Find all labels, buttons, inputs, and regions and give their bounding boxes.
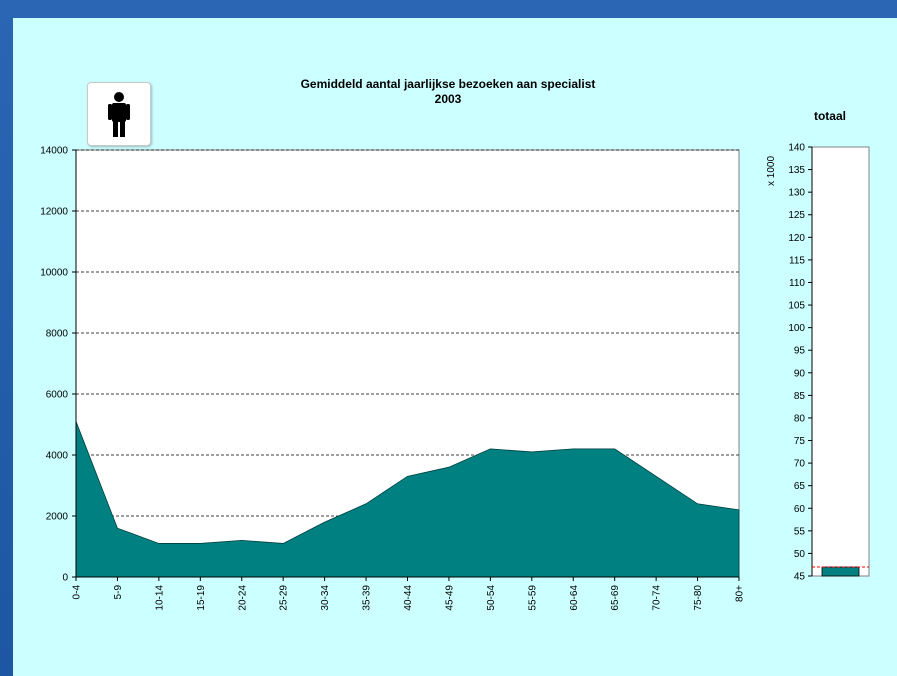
total-y-tick-label: 105 bbox=[788, 301, 805, 312]
x-tick-label: 55-59 bbox=[527, 585, 538, 611]
y-tick-label: 10000 bbox=[40, 268, 68, 279]
x-tick-label: 40-44 bbox=[403, 585, 414, 611]
total-y-tick-label: 125 bbox=[788, 210, 805, 221]
total-y-tick-label: 130 bbox=[788, 188, 805, 199]
x-tick-label: 0-4 bbox=[72, 585, 83, 600]
total-y-tick-label: 90 bbox=[794, 368, 806, 379]
y-tick-label: 14000 bbox=[40, 146, 68, 157]
x-tick-label: 50-54 bbox=[486, 585, 497, 611]
total-y-tick-label: 80 bbox=[794, 413, 806, 424]
main-y-ticks: 0 2000 4000 6000 8000 10000 12000 14000 bbox=[40, 146, 76, 584]
total-y-tick-label: 135 bbox=[788, 165, 805, 176]
person-button[interactable] bbox=[87, 82, 151, 146]
main-chart-subtitle: 2003 bbox=[435, 92, 462, 106]
total-y-tick-label: 55 bbox=[794, 526, 806, 537]
main-chart-title: Gemiddeld aantal jaarlijkse bezoeken aan… bbox=[301, 77, 596, 91]
main-x-ticks: 0-4 5-9 10-14 15-19 20-24 25-29 30-34 35-39 40-4… bbox=[72, 577, 746, 611]
x-tick-label: 35-39 bbox=[362, 585, 373, 611]
total-y-tick-label: 140 bbox=[788, 143, 805, 154]
x-tick-label: 25-29 bbox=[279, 585, 290, 611]
total-chart-title: totaal bbox=[814, 109, 846, 123]
x-tick-label: 70-74 bbox=[652, 585, 663, 611]
total-y-tick-label: 45 bbox=[794, 572, 806, 583]
total-y-tick-label: 50 bbox=[794, 549, 806, 560]
total-y-axis-label: x 1000 bbox=[766, 156, 777, 186]
y-tick-label: 12000 bbox=[40, 207, 68, 218]
total-y-tick-label: 70 bbox=[794, 459, 806, 470]
total-y-tick-label: 95 bbox=[794, 346, 806, 357]
x-tick-label: 60-64 bbox=[569, 585, 580, 611]
total-marks bbox=[812, 566, 869, 577]
total-y-ticks: 45 50 55 60 65 70 75 80 85 90 95 100 105 110 115 120 125… bbox=[788, 143, 812, 583]
x-tick-label: 45-49 bbox=[444, 585, 455, 611]
total-y-tick-label: 115 bbox=[789, 255, 805, 266]
y-tick-label: 8000 bbox=[46, 329, 69, 340]
total-y-tick-label: 110 bbox=[789, 278, 805, 289]
x-tick-label: 10-14 bbox=[154, 585, 165, 611]
total-y-tick-label: 100 bbox=[788, 323, 805, 334]
person-icon bbox=[108, 92, 130, 137]
area-series bbox=[75, 421, 740, 578]
total-y-tick-label: 75 bbox=[794, 436, 806, 447]
x-tick-label: 75-80 bbox=[693, 585, 704, 611]
total-plot-area bbox=[811, 146, 870, 577]
total-bar bbox=[821, 566, 860, 577]
total-y-tick-label: 85 bbox=[794, 391, 806, 402]
x-tick-label: 65-69 bbox=[610, 585, 621, 611]
x-tick-label: 80+ bbox=[735, 585, 746, 602]
x-tick-label: 15-19 bbox=[196, 585, 207, 611]
y-tick-label: 6000 bbox=[46, 390, 69, 401]
y-tick-label: 0 bbox=[62, 573, 68, 584]
x-tick-label: 30-34 bbox=[320, 585, 331, 611]
y-tick-label: 4000 bbox=[46, 451, 69, 462]
x-tick-label: 20-24 bbox=[237, 585, 248, 611]
x-tick-label: 5-9 bbox=[113, 585, 124, 600]
total-y-tick-label: 120 bbox=[788, 233, 805, 244]
total-y-tick-label: 65 bbox=[794, 481, 806, 492]
total-y-tick-label: 60 bbox=[794, 504, 806, 515]
y-tick-label: 2000 bbox=[46, 512, 69, 523]
